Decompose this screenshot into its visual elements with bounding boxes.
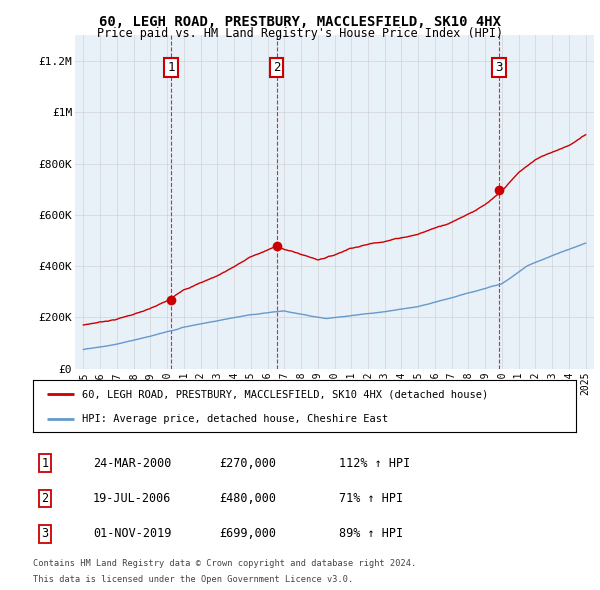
Text: This data is licensed under the Open Government Licence v3.0.: This data is licensed under the Open Gov… <box>33 575 353 584</box>
Text: £270,000: £270,000 <box>219 457 276 470</box>
Text: £480,000: £480,000 <box>219 492 276 505</box>
Text: 3: 3 <box>41 527 49 540</box>
Text: 2: 2 <box>41 492 49 505</box>
Text: 89% ↑ HPI: 89% ↑ HPI <box>339 527 403 540</box>
Text: HPI: Average price, detached house, Cheshire East: HPI: Average price, detached house, Ches… <box>82 414 388 424</box>
Text: 60, LEGH ROAD, PRESTBURY, MACCLESFIELD, SK10 4HX: 60, LEGH ROAD, PRESTBURY, MACCLESFIELD, … <box>99 15 501 30</box>
Text: 19-JUL-2006: 19-JUL-2006 <box>93 492 172 505</box>
Text: 01-NOV-2019: 01-NOV-2019 <box>93 527 172 540</box>
Text: £699,000: £699,000 <box>219 527 276 540</box>
Text: Price paid vs. HM Land Registry's House Price Index (HPI): Price paid vs. HM Land Registry's House … <box>97 27 503 40</box>
Text: 2: 2 <box>273 61 280 74</box>
Text: 71% ↑ HPI: 71% ↑ HPI <box>339 492 403 505</box>
Text: 1: 1 <box>167 61 175 74</box>
Text: Contains HM Land Registry data © Crown copyright and database right 2024.: Contains HM Land Registry data © Crown c… <box>33 559 416 568</box>
Text: 60, LEGH ROAD, PRESTBURY, MACCLESFIELD, SK10 4HX (detached house): 60, LEGH ROAD, PRESTBURY, MACCLESFIELD, … <box>82 389 488 399</box>
Text: 1: 1 <box>41 457 49 470</box>
Text: 112% ↑ HPI: 112% ↑ HPI <box>339 457 410 470</box>
Text: 3: 3 <box>496 61 503 74</box>
Text: 24-MAR-2000: 24-MAR-2000 <box>93 457 172 470</box>
